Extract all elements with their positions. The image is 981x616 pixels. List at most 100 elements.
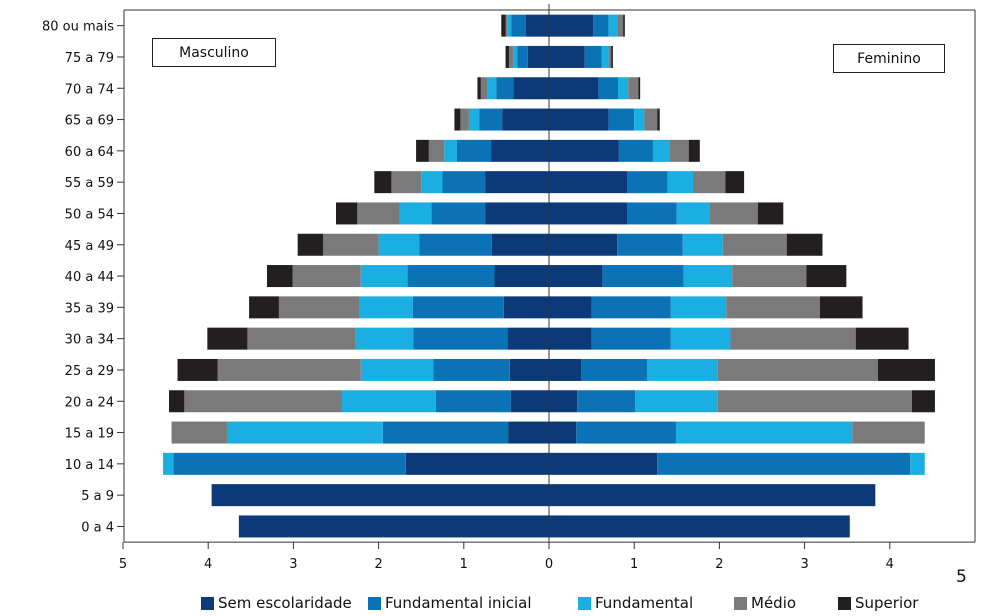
bar-female-fundamental-inicial-10 bbox=[591, 327, 671, 350]
bar-female-fundamental-3 bbox=[634, 108, 645, 131]
bar-male-sem-escolaridade-13 bbox=[508, 421, 549, 444]
bar-female-fundamental-14 bbox=[910, 452, 925, 475]
x-tick-label-1: 4 bbox=[204, 557, 212, 572]
bar-female-fundamental-1 bbox=[601, 45, 609, 68]
bar-male-fundamental-inicial-2 bbox=[496, 77, 514, 100]
bar-female-médio-13 bbox=[852, 421, 925, 444]
legend-item-sem-escolaridade: Sem escolaridade bbox=[201, 594, 352, 612]
bar-male-fundamental-inicial-11 bbox=[433, 358, 510, 381]
bar-female-sem-escolaridade-0 bbox=[549, 14, 594, 37]
legend-swatch bbox=[838, 596, 851, 610]
bar-male-fundamental-5 bbox=[421, 171, 443, 194]
bar-female-fundamental-5 bbox=[667, 171, 693, 194]
legend-label: Superior bbox=[855, 594, 919, 612]
bar-male-fundamental-inicial-12 bbox=[435, 390, 511, 413]
bar-male-fundamental-7 bbox=[378, 233, 420, 256]
legend-item-fundamental-inicial: Fundamental inicial bbox=[368, 594, 532, 612]
bar-male-médio-12 bbox=[184, 390, 342, 413]
bar-male-sem-escolaridade-11 bbox=[509, 358, 549, 381]
bar-male-sem-escolaridade-6 bbox=[485, 202, 549, 225]
bar-male-fundamental-1 bbox=[513, 45, 518, 68]
bar-male-médio-10 bbox=[247, 327, 356, 350]
bar-male-médio-5 bbox=[391, 171, 422, 194]
y-tick-label-12: 20 a 24 bbox=[65, 395, 114, 410]
bar-female-sem-escolaridade-16 bbox=[549, 515, 850, 538]
x-tick-label-stray: 5 bbox=[956, 567, 967, 587]
x-tick-label-0: 5 bbox=[119, 557, 127, 572]
x-tick-label-2: 3 bbox=[289, 557, 297, 572]
bar-male-sem-escolaridade-12 bbox=[510, 390, 549, 413]
bar-female-médio-4 bbox=[669, 139, 689, 162]
bar-male-fundamental-4 bbox=[444, 139, 457, 162]
legend-swatch bbox=[368, 596, 381, 610]
x-tick-label-7: 2 bbox=[715, 557, 723, 572]
bar-female-médio-0 bbox=[617, 14, 624, 37]
bar-male-sem-escolaridade-7 bbox=[491, 233, 549, 256]
legend-item-fundamental: Fundamental bbox=[578, 594, 693, 612]
bar-female-sem-escolaridade-2 bbox=[549, 77, 599, 100]
bar-female-superior-4 bbox=[688, 139, 700, 162]
y-tick-label-11: 25 a 29 bbox=[65, 364, 114, 379]
bar-male-médio-13 bbox=[171, 421, 227, 444]
bar-female-sem-escolaridade-1 bbox=[549, 45, 585, 68]
bar-female-médio-3 bbox=[644, 108, 658, 131]
bar-female-fundamental-inicial-3 bbox=[608, 108, 635, 131]
bar-female-fundamental-inicial-5 bbox=[627, 171, 668, 194]
bar-female-fundamental-inicial-2 bbox=[598, 77, 619, 100]
bar-female-superior-7 bbox=[786, 233, 823, 256]
bar-male-médio-4 bbox=[428, 139, 445, 162]
bar-male-fundamental-2 bbox=[487, 77, 497, 100]
bar-male-superior-5 bbox=[374, 171, 392, 194]
bar-male-sem-escolaridade-2 bbox=[513, 77, 549, 100]
bar-male-fundamental-inicial-3 bbox=[479, 108, 503, 131]
bar-male-fundamental-10 bbox=[355, 327, 414, 350]
bar-female-superior-6 bbox=[757, 202, 784, 225]
bar-female-sem-escolaridade-13 bbox=[549, 421, 577, 444]
y-tick-label-0: 80 ou mais bbox=[42, 20, 114, 35]
bar-female-médio-11 bbox=[717, 358, 878, 381]
y-tick-label-13: 15 a 19 bbox=[65, 427, 114, 442]
bar-male-fundamental-inicial-10 bbox=[413, 327, 508, 350]
bar-male-fundamental-inicial-5 bbox=[442, 171, 486, 194]
bar-female-superior-8 bbox=[806, 265, 847, 288]
bar-female-fundamental-11 bbox=[646, 358, 718, 381]
bar-female-fundamental-inicial-14 bbox=[657, 452, 911, 475]
bar-male-fundamental-inicial-14 bbox=[173, 452, 406, 475]
bar-male-sem-escolaridade-0 bbox=[525, 14, 549, 37]
legend-swatch bbox=[734, 596, 747, 610]
bar-female-médio-9 bbox=[726, 296, 820, 319]
bar-female-fundamental-inicial-8 bbox=[602, 265, 684, 288]
bar-female-sem-escolaridade-9 bbox=[549, 296, 592, 319]
bar-female-sem-escolaridade-10 bbox=[549, 327, 592, 350]
bar-male-fundamental-9 bbox=[359, 296, 413, 319]
y-tick-label-16: 0 a 4 bbox=[81, 520, 114, 535]
bar-male-fundamental-13 bbox=[226, 421, 383, 444]
y-tick-label-15: 5 a 9 bbox=[81, 489, 114, 504]
bar-female-fundamental-inicial-13 bbox=[576, 421, 676, 444]
y-tick-label-9: 35 a 39 bbox=[65, 301, 114, 316]
bar-female-sem-escolaridade-4 bbox=[549, 139, 619, 162]
bar-female-médio-5 bbox=[692, 171, 726, 194]
x-tick-label-3: 2 bbox=[374, 557, 382, 572]
bar-female-superior-1 bbox=[611, 45, 613, 68]
bar-female-médio-7 bbox=[722, 233, 787, 256]
y-tick-label-4: 60 a 64 bbox=[65, 145, 114, 160]
legend-label: Sem escolaridade bbox=[218, 594, 352, 612]
bar-male-fundamental-inicial-7 bbox=[419, 233, 492, 256]
bar-female-sem-escolaridade-11 bbox=[549, 358, 582, 381]
bar-female-superior-12 bbox=[911, 390, 935, 413]
legend-swatch bbox=[578, 596, 591, 610]
bar-female-superior-3 bbox=[657, 108, 660, 131]
bar-male-fundamental-inicial-9 bbox=[412, 296, 504, 319]
legend-label: Médio bbox=[751, 594, 797, 612]
bar-female-fundamental-2 bbox=[618, 77, 629, 100]
bar-male-fundamental-inicial-4 bbox=[456, 139, 492, 162]
bar-male-superior-3 bbox=[454, 108, 461, 131]
bar-male-fundamental-inicial-1 bbox=[517, 45, 528, 68]
bar-female-fundamental-inicial-11 bbox=[581, 358, 647, 381]
female-group-label: Feminino bbox=[833, 44, 945, 73]
bar-female-superior-11 bbox=[877, 358, 935, 381]
bar-female-fundamental-12 bbox=[635, 390, 718, 413]
bar-female-superior-2 bbox=[638, 77, 641, 100]
